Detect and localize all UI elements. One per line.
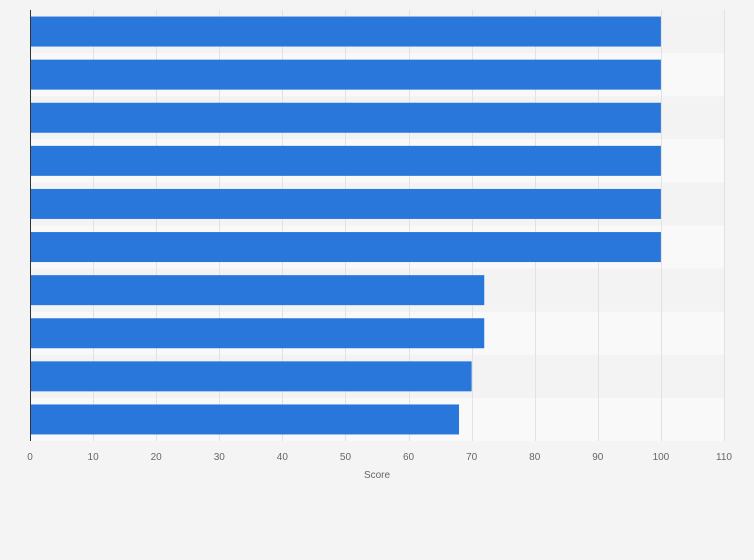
x-tick-label: 20 bbox=[151, 452, 163, 463]
bar bbox=[30, 361, 472, 392]
bar bbox=[30, 188, 661, 219]
bar bbox=[30, 318, 485, 349]
x-tick-label: 60 bbox=[403, 452, 415, 463]
x-tick-label: 40 bbox=[277, 452, 289, 463]
x-tick-label: 30 bbox=[214, 452, 226, 463]
bar bbox=[30, 275, 485, 306]
bars bbox=[30, 16, 661, 435]
x-tick-label: 70 bbox=[466, 452, 478, 463]
bar bbox=[30, 102, 661, 133]
x-tick-label: 0 bbox=[27, 452, 33, 463]
x-axis-title: Score bbox=[364, 470, 391, 481]
bar bbox=[30, 232, 661, 263]
x-tick-label: 50 bbox=[340, 452, 352, 463]
x-tick-label: 80 bbox=[529, 452, 541, 463]
x-tick-label: 110 bbox=[716, 452, 732, 463]
bar bbox=[30, 59, 661, 90]
bar bbox=[30, 404, 460, 435]
x-tick-label: 90 bbox=[592, 452, 604, 463]
x-axis-ticks: 0 10 20 30 40 50 60 70 80 90 100 110 bbox=[27, 452, 732, 463]
x-tick-label: 100 bbox=[653, 452, 670, 463]
bar bbox=[30, 16, 661, 47]
bar bbox=[30, 145, 661, 176]
x-tick-label: 10 bbox=[88, 452, 100, 463]
